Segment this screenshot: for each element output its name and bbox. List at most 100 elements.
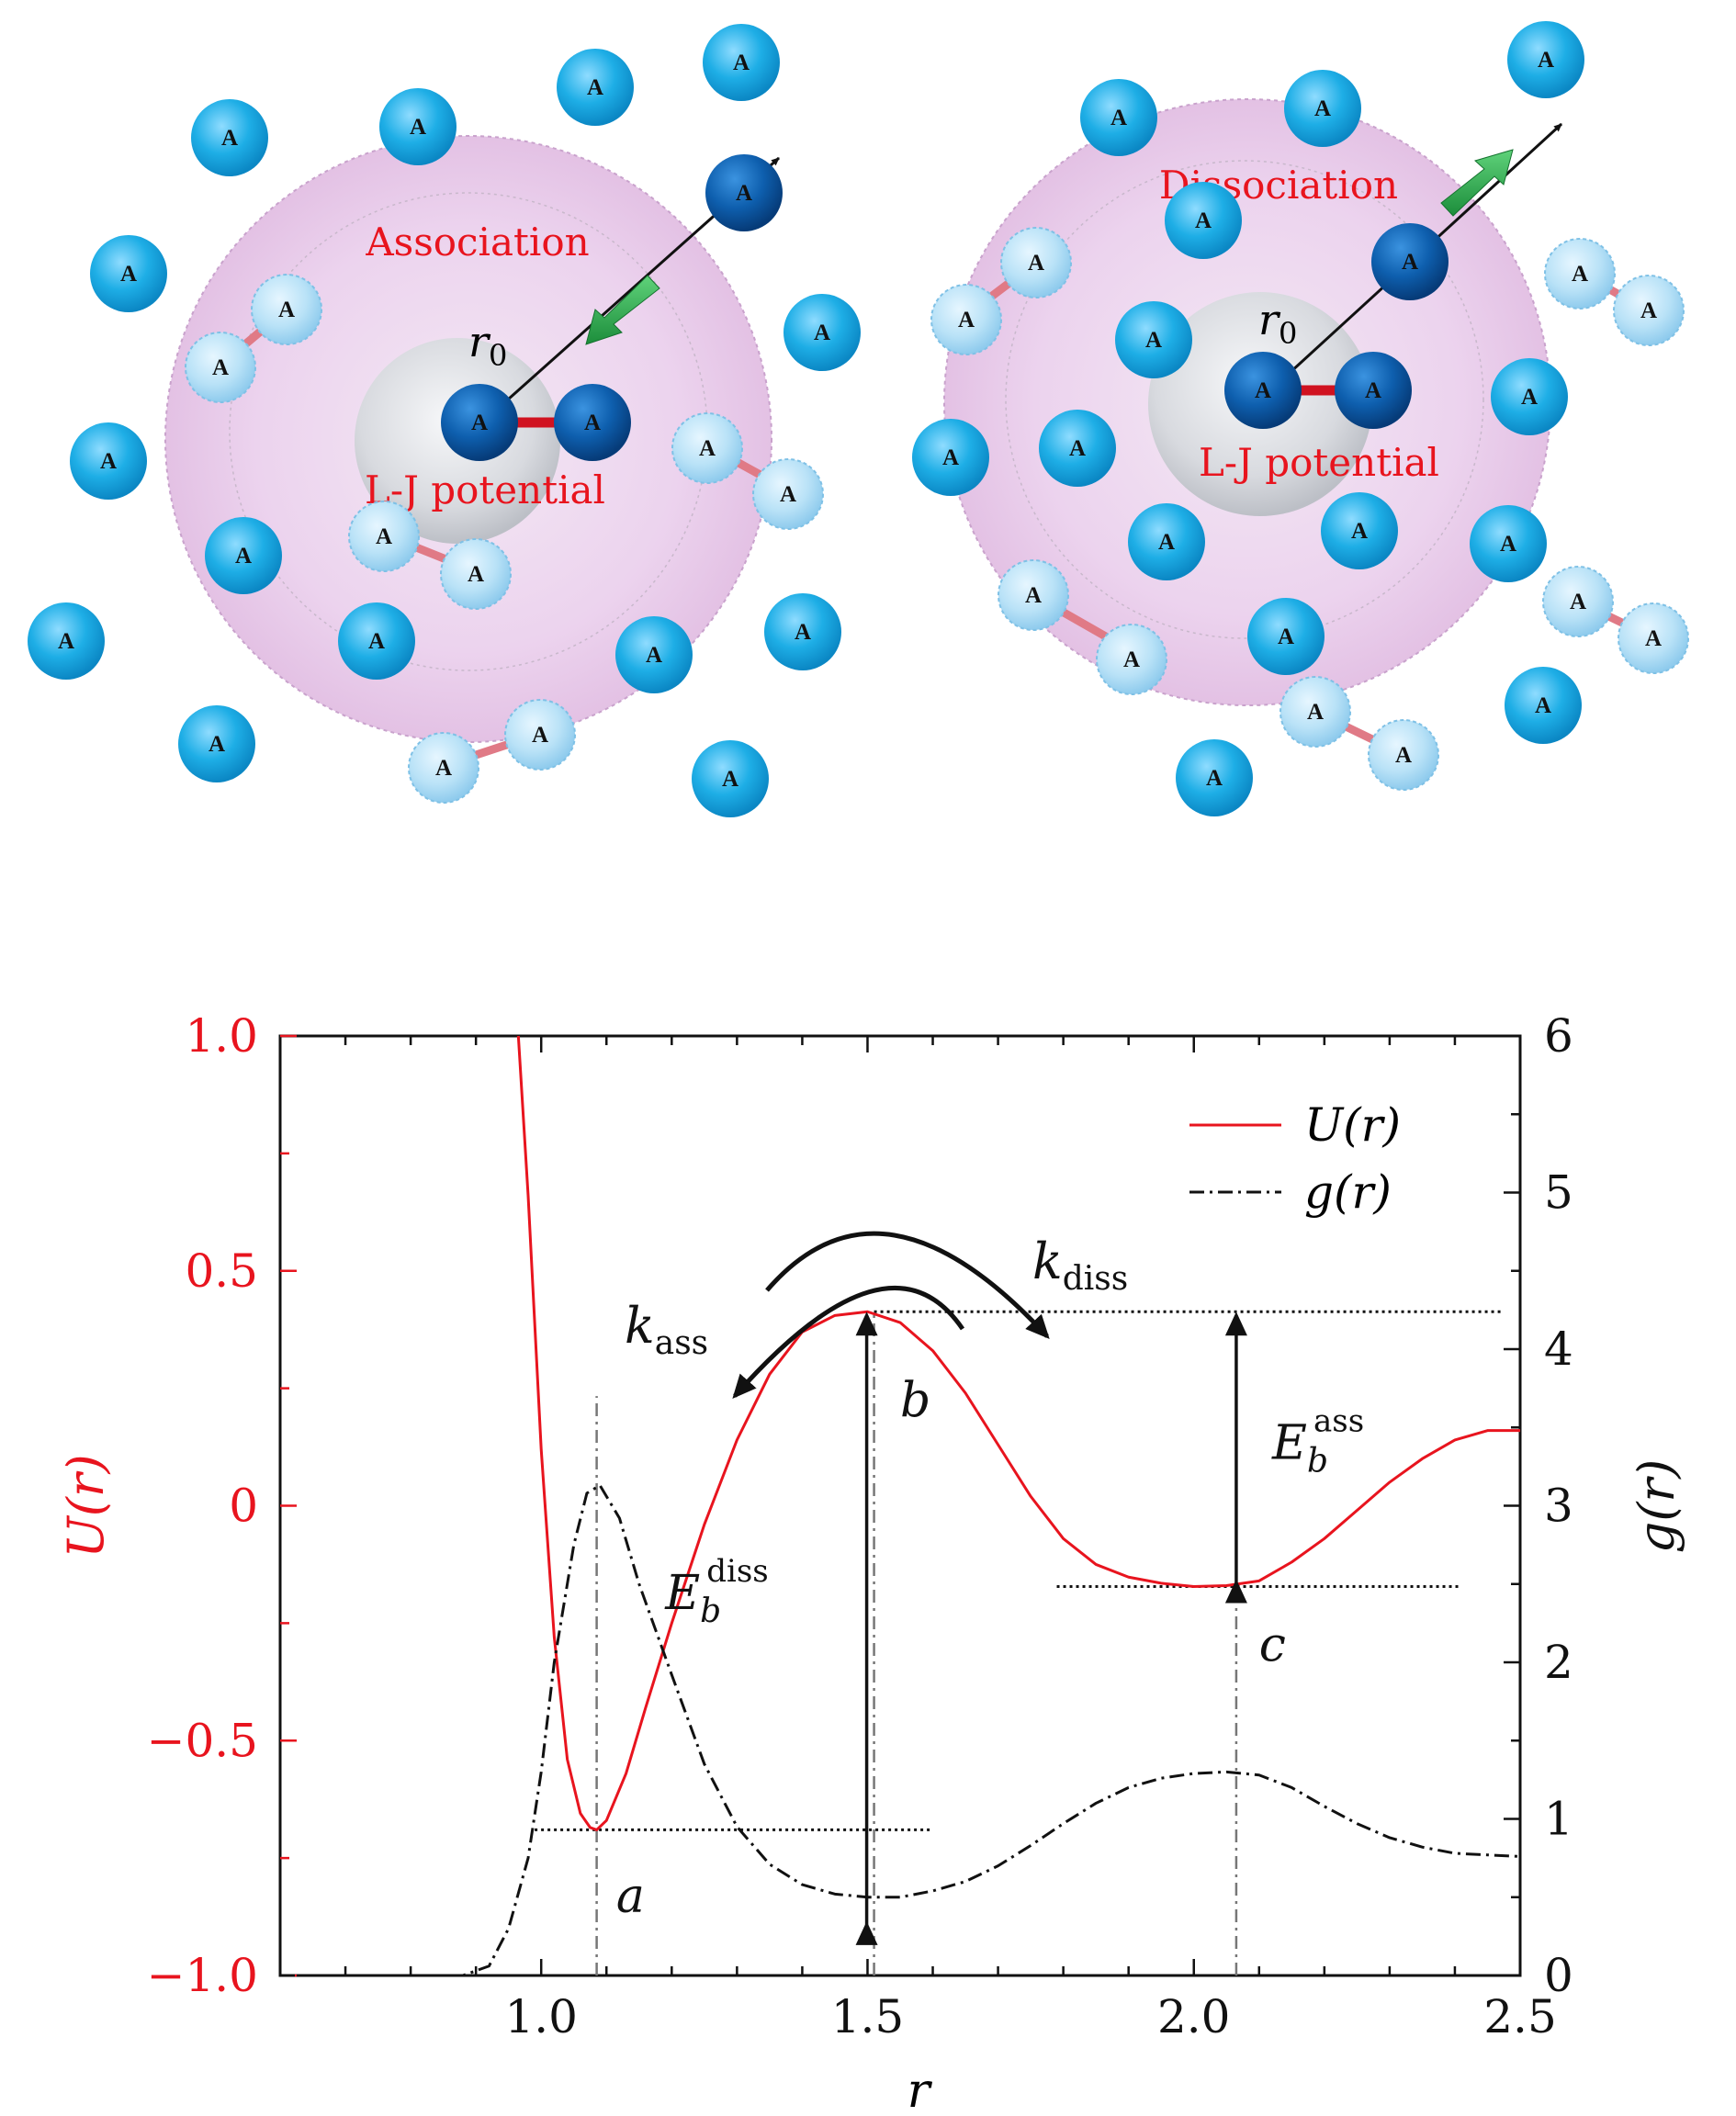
y-right-tick-label: 3	[1544, 1480, 1573, 1533]
atom-label: A	[435, 756, 452, 781]
free-atom: A	[1115, 301, 1192, 378]
atom-label: A	[1195, 208, 1212, 233]
bonded-atom: A	[1544, 238, 1616, 310]
atom-label: A	[221, 126, 238, 151]
x-tick-label: 1.5	[831, 1990, 905, 2043]
atom-label: A	[1570, 590, 1586, 614]
atom-sphere	[348, 501, 420, 572]
atom-label: A	[235, 544, 252, 568]
free-atom: A	[1470, 505, 1547, 582]
atom-sphere	[408, 732, 479, 804]
free-atom: A	[205, 517, 282, 594]
atoms-right: A A A A A A A A A A A A A A A A A A A A A A A A A A A	[912, 21, 1689, 816]
free-atom: A	[912, 419, 989, 496]
atom-label: A	[958, 308, 975, 332]
atom-label: A	[814, 321, 830, 345]
atom-sphere	[1115, 301, 1192, 378]
bonded-atom: A	[1618, 602, 1689, 674]
atom-label: A	[1351, 519, 1368, 544]
bonded-atom: A	[671, 412, 743, 484]
atom-label: A	[1395, 743, 1412, 768]
atom-sphere	[554, 384, 631, 461]
atom-label: A	[120, 262, 137, 287]
atom-sphere	[504, 699, 576, 771]
atom-label: A	[1500, 532, 1516, 557]
atom-label: A	[1158, 530, 1175, 555]
atom-label: A	[1123, 647, 1140, 672]
dissociation-panel: Dissociation L-J potential r0 A AAAAAAAAA…	[912, 21, 1689, 816]
atom-label: A	[1145, 328, 1162, 353]
y-right-tick-label: 2	[1544, 1636, 1573, 1689]
atom-sphere	[1542, 566, 1614, 637]
free-atom: A	[70, 422, 147, 500]
atom-sphere	[338, 602, 415, 680]
bonded-atom: A	[440, 538, 512, 610]
force-arrow-outward	[1440, 149, 1514, 217]
bonded-atom: A	[752, 458, 824, 530]
atom-label: A	[532, 723, 548, 748]
tagged-atom: A	[554, 384, 631, 461]
atom-sphere	[1618, 602, 1689, 674]
atom-label: A	[471, 411, 488, 435]
tagged-atom: A	[1335, 352, 1412, 429]
y-right-tick-label: 6	[1544, 1009, 1573, 1063]
atom-sphere	[615, 616, 693, 693]
atom-sphere	[379, 88, 457, 165]
atom-sphere	[185, 332, 256, 403]
atom-label: A	[780, 482, 796, 507]
k-diss-label: kdiss	[1032, 1232, 1128, 1298]
y-left-tick-label: 0.5	[185, 1244, 258, 1298]
atom-label: A	[1028, 251, 1044, 276]
atom-label: A	[1538, 48, 1554, 73]
atom-sphere	[90, 235, 167, 312]
bonded-atom: A	[1368, 719, 1439, 791]
atom-label: A	[1645, 626, 1662, 651]
x-tick-label: 2.5	[1483, 1990, 1557, 2043]
y-left-tick-label: 1.0	[185, 1009, 258, 1063]
bonded-atom: A	[1613, 275, 1685, 346]
bonded-atom: A	[185, 332, 256, 403]
atom-sphere	[441, 384, 518, 461]
free-atom: A	[764, 593, 841, 670]
bonded-atom: A	[998, 559, 1069, 631]
atom-label: A	[1278, 625, 1294, 649]
tagged-atom: A	[705, 154, 783, 231]
legend-label-u: U(r)	[1304, 1098, 1401, 1152]
atom-sphere	[1000, 227, 1072, 298]
k-ass-label: kass	[625, 1297, 708, 1362]
atom-sphere	[752, 458, 824, 530]
bonded-atom: A	[1000, 227, 1072, 298]
atom-label: A	[58, 629, 74, 654]
lj-potential-label-right: L-J potential	[1199, 440, 1439, 485]
atom-label: A	[368, 629, 385, 654]
atom-label: A	[795, 620, 811, 645]
point-b-label: b	[900, 1373, 930, 1428]
atom-label: A	[1535, 693, 1551, 718]
free-atom: A	[1284, 70, 1361, 147]
atom-sphere	[1279, 676, 1351, 748]
atom-sphere	[205, 517, 282, 594]
bonded-atom: A	[348, 501, 420, 572]
free-atom: A	[1128, 503, 1205, 580]
atom-label: A	[1069, 436, 1086, 461]
atom-sphere	[191, 99, 268, 176]
y-left-tick-label: 0	[229, 1480, 258, 1533]
inner-shell	[1005, 160, 1484, 639]
r0-label-right: r0	[1258, 295, 1297, 351]
atom-sphere	[671, 412, 743, 484]
free-atom: A	[379, 88, 457, 165]
energy-symbol: E	[664, 1566, 700, 1621]
energy-superscript: diss	[706, 1553, 769, 1590]
bonded-atom: A	[1279, 676, 1351, 748]
e-ass-label: Ebass	[1271, 1402, 1364, 1480]
free-atom: A	[1491, 358, 1568, 435]
free-atom: A	[1080, 79, 1157, 156]
atom-sphere	[1368, 719, 1439, 791]
atom-sphere	[1247, 598, 1325, 675]
atoms-left: A A A A A A A A A A A A A A A A A A A A A A A A A	[28, 24, 861, 817]
bonded-atom: A	[504, 699, 576, 771]
atom-sphere	[1507, 21, 1584, 98]
atom-label: A	[410, 115, 426, 140]
atom-sphere	[1039, 410, 1116, 487]
